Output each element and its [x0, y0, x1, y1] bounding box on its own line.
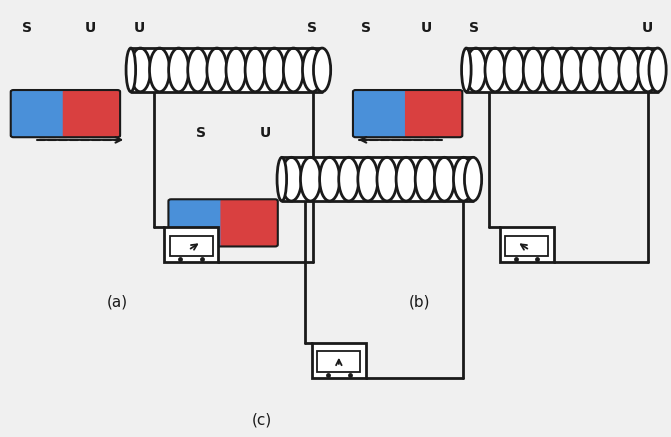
- Ellipse shape: [207, 48, 227, 92]
- Ellipse shape: [396, 157, 416, 201]
- Ellipse shape: [226, 48, 246, 92]
- FancyBboxPatch shape: [405, 90, 462, 137]
- Bar: [312, 343, 366, 378]
- Ellipse shape: [130, 48, 150, 92]
- Text: S: S: [361, 21, 370, 35]
- Ellipse shape: [377, 157, 397, 201]
- Ellipse shape: [168, 48, 189, 92]
- Text: S: S: [470, 21, 479, 35]
- Ellipse shape: [638, 48, 658, 92]
- Ellipse shape: [454, 157, 474, 201]
- Ellipse shape: [562, 48, 582, 92]
- Text: U: U: [134, 21, 144, 35]
- Ellipse shape: [466, 48, 486, 92]
- Ellipse shape: [358, 157, 378, 201]
- Ellipse shape: [434, 157, 454, 201]
- Text: S: S: [22, 21, 32, 35]
- FancyBboxPatch shape: [168, 199, 225, 246]
- Bar: [500, 227, 554, 262]
- Ellipse shape: [485, 48, 505, 92]
- Ellipse shape: [303, 48, 323, 92]
- Ellipse shape: [542, 48, 562, 92]
- Text: S: S: [307, 21, 317, 35]
- Ellipse shape: [580, 48, 601, 92]
- Text: (b): (b): [409, 294, 430, 309]
- Bar: [505, 236, 548, 256]
- Ellipse shape: [464, 157, 482, 201]
- Ellipse shape: [319, 157, 340, 201]
- Ellipse shape: [415, 157, 435, 201]
- Ellipse shape: [339, 157, 359, 201]
- Text: U: U: [85, 21, 96, 35]
- Ellipse shape: [281, 157, 301, 201]
- Ellipse shape: [150, 48, 170, 92]
- Text: S: S: [197, 126, 206, 140]
- Ellipse shape: [649, 48, 666, 92]
- Ellipse shape: [245, 48, 265, 92]
- Ellipse shape: [126, 48, 136, 92]
- Text: (c): (c): [252, 412, 272, 427]
- FancyBboxPatch shape: [220, 199, 278, 246]
- Ellipse shape: [264, 48, 285, 92]
- Ellipse shape: [504, 48, 524, 92]
- Bar: [282, 157, 473, 201]
- Bar: [317, 351, 360, 372]
- FancyBboxPatch shape: [11, 90, 68, 137]
- Ellipse shape: [462, 48, 471, 92]
- Ellipse shape: [301, 157, 321, 201]
- Ellipse shape: [600, 48, 620, 92]
- Ellipse shape: [523, 48, 544, 92]
- Text: (a): (a): [107, 294, 128, 309]
- Ellipse shape: [188, 48, 208, 92]
- FancyBboxPatch shape: [63, 90, 120, 137]
- Bar: [466, 48, 658, 92]
- Ellipse shape: [313, 48, 331, 92]
- Text: U: U: [260, 126, 270, 140]
- Bar: [164, 227, 218, 262]
- Ellipse shape: [277, 157, 287, 201]
- Text: U: U: [642, 21, 653, 35]
- Bar: [131, 48, 322, 92]
- Bar: [170, 236, 213, 256]
- Ellipse shape: [619, 48, 639, 92]
- FancyBboxPatch shape: [353, 90, 411, 137]
- Text: U: U: [421, 21, 431, 35]
- Ellipse shape: [283, 48, 303, 92]
